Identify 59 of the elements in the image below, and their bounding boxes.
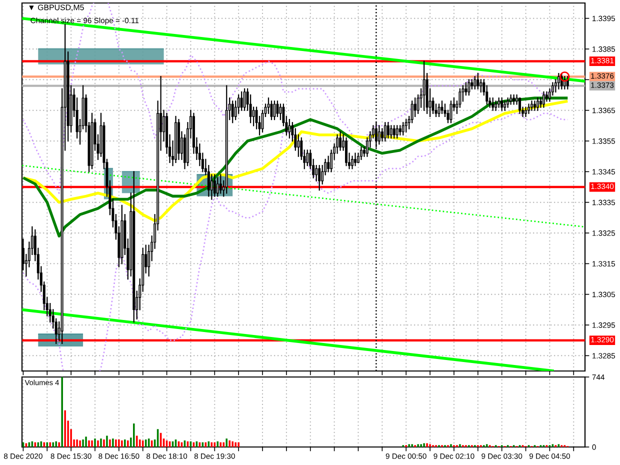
candlestick [542,91,545,108]
candlestick [524,106,528,118]
candlestick [252,106,255,126]
candlestick [216,177,219,197]
candlestick [213,174,216,197]
candlestick [512,94,516,105]
candlestick [276,100,279,118]
candlestick [339,131,342,151]
candlestick [474,76,476,90]
candlestick [533,100,536,111]
candlestick [279,104,282,120]
candlestick [386,122,390,138]
candlestick [219,174,222,194]
candlestick [464,82,468,96]
candlestick [480,79,482,92]
candlestick [398,125,402,136]
candlestick [345,137,348,166]
candlestick [297,134,300,157]
candlestick [530,100,533,111]
candlestick [327,156,330,172]
candlestick [396,125,398,138]
candlestick [498,98,500,108]
candlestick [500,98,504,111]
candlestick [468,79,470,96]
candlestick [504,100,506,111]
candlestick [240,91,243,111]
candlestick [402,122,404,136]
candlestick [270,100,273,120]
candlestick [380,128,384,142]
candlestick [438,104,440,118]
candlestick [390,125,392,138]
candlestick [306,150,309,166]
candlestick [510,94,512,105]
candlestick [536,98,539,111]
candlestick [231,100,234,124]
candlestick [470,79,474,90]
candlestick [273,100,276,120]
candlestick [476,72,480,90]
candlestick [318,164,321,191]
candlestick [414,98,416,118]
candlestick [494,100,498,111]
candlestick [288,118,291,138]
candlestick [506,98,510,108]
candlestick [422,60,426,111]
candlestick [528,104,530,114]
candlestick [450,100,452,124]
candlestick [243,88,246,111]
candlestick [315,164,318,182]
candlestick [354,152,356,166]
candlestick [392,125,396,138]
candlestick [492,98,494,111]
candlestick [351,156,354,170]
candlestick [440,100,444,114]
candlestick [384,122,386,142]
candlestick [360,146,362,160]
candlestick [518,98,522,114]
candlestick [404,118,408,132]
candlestick [210,174,213,200]
candlestick [557,72,560,90]
